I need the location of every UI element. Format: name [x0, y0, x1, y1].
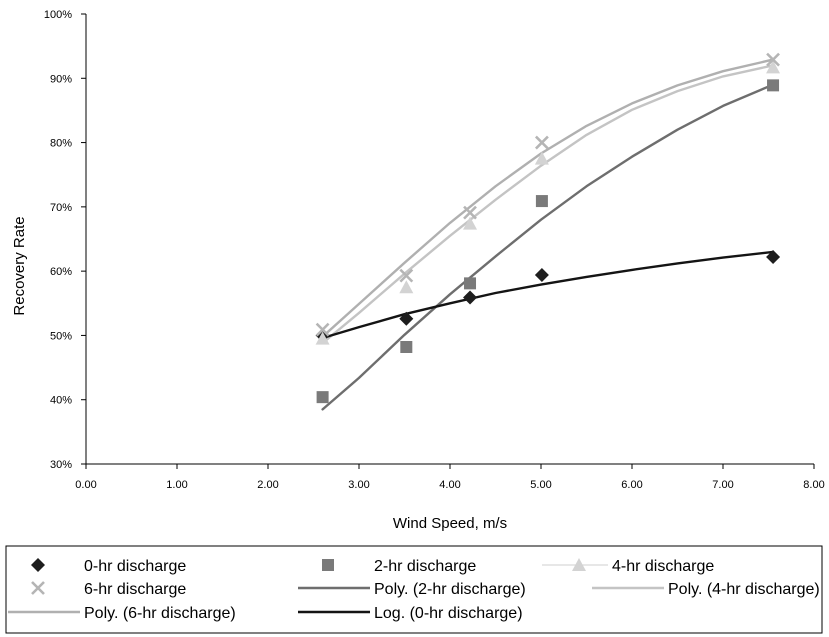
legend-swatch: [31, 581, 45, 595]
legend-label: 2-hr discharge: [374, 558, 476, 575]
data-point-6-hr-discharge: [463, 205, 477, 220]
data-point-0-hr-discharge: [766, 250, 781, 264]
x-tick-label: 3.00: [348, 479, 369, 491]
y-axis-label: Recovery Rate: [11, 216, 28, 315]
legend-box: [5, 545, 823, 634]
series-line-log-0-hr-discharge: [321, 250, 775, 340]
legend-item-poly-4-hr-discharge: Poly. (4-hr discharge): [592, 581, 820, 598]
legend-item-log-0-hr-discharge: Log. (0-hr discharge): [298, 605, 523, 622]
series-line-poly-2-hr-discharge: [321, 83, 775, 411]
data-point-2-hr-discharge: [316, 391, 329, 404]
legend-label: Poly. (2-hr discharge): [374, 581, 526, 598]
x-tick-label: 8.00: [803, 479, 824, 491]
data-point-2-hr-discharge: [767, 79, 780, 92]
y-tick-label: 70%: [50, 202, 72, 214]
legend-item-poly-6-hr-discharge: Poly. (6-hr discharge): [8, 605, 236, 622]
data-point-2-hr-discharge: [535, 195, 548, 208]
x-axis-label: Wind Speed, m/s: [393, 515, 507, 532]
plot-series: [315, 52, 781, 411]
series-4-hr-discharge: [315, 60, 781, 345]
legend: 0-hr discharge 2-hr discharge 4-hr dischar…: [5, 545, 823, 634]
data-point-4-hr-discharge: [315, 331, 330, 345]
data-point-4-hr-discharge: [766, 60, 781, 74]
x-tick-label: 2.00: [257, 479, 278, 491]
legend-swatch: [31, 558, 45, 572]
legend-label: 4-hr discharge: [612, 558, 714, 575]
y-tick-label: 40%: [50, 395, 72, 407]
data-point-0-hr-discharge: [463, 290, 478, 305]
legend-item-6-hr-discharge: 6-hr discharge: [31, 581, 186, 598]
series-2-hr-discharge: [316, 79, 780, 404]
plot-axes: 0.00 1.00 2.00 3.00 4.00 5.00 6.00 7.00 8.00 30% 4…: [44, 9, 825, 491]
legend-item-poly-2-hr-discharge: Poly. (2-hr discharge): [298, 581, 526, 598]
x-tick-label: 5.00: [530, 479, 551, 491]
legend-label: 0-hr discharge: [84, 558, 186, 575]
data-point-6-hr-discharge: [399, 268, 414, 283]
data-point-4-hr-discharge: [534, 151, 549, 165]
x-tick-label: 6.00: [621, 479, 642, 491]
legend-item-2-hr-discharge: 2-hr discharge: [322, 558, 476, 575]
data-point-6-hr-discharge: [766, 52, 780, 67]
y-tick-label: 80%: [50, 138, 72, 150]
y-tick-label: 100%: [44, 9, 72, 21]
y-tick-label: 60%: [50, 266, 72, 278]
x-tick-label: 1.00: [166, 479, 187, 491]
data-point-6-hr-discharge: [315, 322, 330, 337]
legend-item-4-hr-discharge: 4-hr discharge: [542, 558, 714, 575]
y-tick-label: 30%: [50, 459, 72, 471]
series-6-hr-discharge: [315, 52, 780, 337]
data-point-4-hr-discharge: [463, 216, 478, 230]
legend-label: Poly. (4-hr discharge): [668, 581, 820, 598]
legend-label: Log. (0-hr discharge): [374, 605, 523, 622]
x-tick-label: 7.00: [712, 479, 733, 491]
x-tick-label: 4.00: [439, 479, 460, 491]
data-point-2-hr-discharge: [464, 277, 477, 290]
data-point-2-hr-discharge: [400, 341, 413, 353]
legend-label: 6-hr discharge: [84, 581, 186, 598]
data-point-0-hr-discharge: [534, 268, 549, 282]
legend-item-0-hr-discharge: 0-hr discharge: [31, 558, 186, 575]
y-tick-label: 90%: [50, 73, 72, 85]
data-point-4-hr-discharge: [399, 280, 414, 294]
data-point-0-hr-discharge: [399, 311, 414, 326]
legend-swatch: [322, 559, 334, 571]
series-line-poly-4-hr-discharge: [321, 64, 775, 345]
series-0-hr-discharge: [315, 250, 781, 343]
legend-swatch: [572, 558, 586, 571]
x-tick-label: 0.00: [75, 479, 96, 491]
legend-label: Poly. (6-hr discharge): [84, 605, 236, 622]
data-point-6-hr-discharge: [534, 135, 549, 150]
y-tick-label: 50%: [50, 330, 72, 342]
